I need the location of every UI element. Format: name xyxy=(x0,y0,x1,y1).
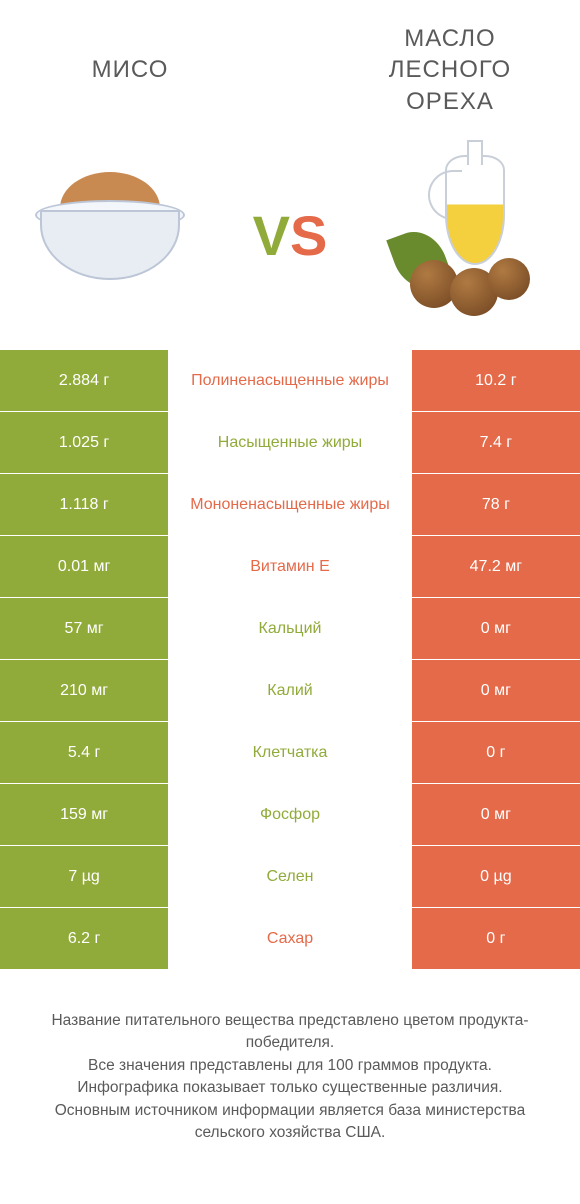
nutrient-label: Калий xyxy=(168,660,412,721)
product-right-title: МАСЛО ЛЕСНОГО ОРЕХА xyxy=(350,23,550,117)
product-left-title: МИСО xyxy=(30,54,230,85)
value-right: 0 µg xyxy=(412,846,580,907)
nutrient-label: Фосфор xyxy=(168,784,412,845)
comparison-table: 2.884 гПолиненасыщенные жиры10.2 г1.025 … xyxy=(0,350,580,970)
footer-line: Инфографика показывает только существенн… xyxy=(24,1077,556,1099)
miso-bowl-icon xyxy=(40,190,180,280)
value-left: 7 µg xyxy=(0,846,168,907)
value-left: 5.4 г xyxy=(0,722,168,783)
value-right: 7.4 г xyxy=(412,412,580,473)
footer-line: Все значения представлены для 100 граммо… xyxy=(24,1055,556,1077)
vs-label: VS xyxy=(253,203,328,268)
nutrient-label: Клетчатка xyxy=(168,722,412,783)
hazelnut-oil-icon xyxy=(390,150,550,320)
value-left: 0.01 мг xyxy=(0,536,168,597)
value-right: 0 мг xyxy=(412,660,580,721)
header: МИСО МАСЛО ЛЕСНОГО ОРЕХА xyxy=(0,0,580,140)
nutrient-label: Витамин E xyxy=(168,536,412,597)
table-row: 7 µgСелен0 µg xyxy=(0,846,580,908)
nutrient-label: Селен xyxy=(168,846,412,907)
table-row: 2.884 гПолиненасыщенные жиры10.2 г xyxy=(0,350,580,412)
table-row: 0.01 мгВитамин E47.2 мг xyxy=(0,536,580,598)
product-left-image xyxy=(20,150,200,320)
table-row: 6.2 гСахар0 г xyxy=(0,908,580,970)
vs-s: S xyxy=(290,203,327,268)
nutrient-label: Сахар xyxy=(168,908,412,969)
product-images-row: VS xyxy=(0,140,580,350)
value-left: 2.884 г xyxy=(0,350,168,411)
footer-notes: Название питательного вещества представл… xyxy=(0,970,580,1145)
table-row: 57 мгКальций0 мг xyxy=(0,598,580,660)
nutrient-label: Мононенасыщенные жиры xyxy=(168,474,412,535)
value-right: 0 г xyxy=(412,908,580,969)
value-right: 0 мг xyxy=(412,784,580,845)
value-left: 57 мг xyxy=(0,598,168,659)
table-row: 5.4 гКлетчатка0 г xyxy=(0,722,580,784)
value-left: 6.2 г xyxy=(0,908,168,969)
value-right: 0 г xyxy=(412,722,580,783)
value-right: 10.2 г xyxy=(412,350,580,411)
value-left: 210 мг xyxy=(0,660,168,721)
value-left: 159 мг xyxy=(0,784,168,845)
table-row: 1.118 гМононенасыщенные жиры78 г xyxy=(0,474,580,536)
table-row: 1.025 гНасыщенные жиры7.4 г xyxy=(0,412,580,474)
value-right: 78 г xyxy=(412,474,580,535)
value-left: 1.025 г xyxy=(0,412,168,473)
footer-line: Название питательного вещества представл… xyxy=(24,1010,556,1055)
table-row: 210 мгКалий0 мг xyxy=(0,660,580,722)
table-row: 159 мгФосфор0 мг xyxy=(0,784,580,846)
nutrient-label: Насыщенные жиры xyxy=(168,412,412,473)
nutrient-label: Кальций xyxy=(168,598,412,659)
product-right-image xyxy=(380,150,560,320)
vs-v: V xyxy=(253,203,290,268)
footer-line: Основным источником информации является … xyxy=(24,1100,556,1145)
nutrient-label: Полиненасыщенные жиры xyxy=(168,350,412,411)
value-left: 1.118 г xyxy=(0,474,168,535)
value-right: 47.2 мг xyxy=(412,536,580,597)
value-right: 0 мг xyxy=(412,598,580,659)
